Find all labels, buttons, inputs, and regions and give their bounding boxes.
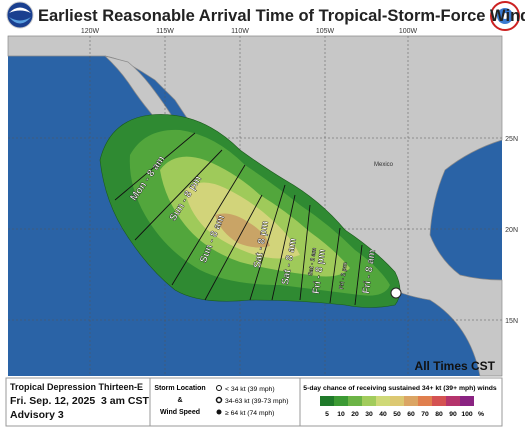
marker-icon [215, 396, 223, 404]
latitude-label: 20N [505, 227, 518, 234]
isochrones [114, 132, 363, 306]
nws-logo [490, 1, 520, 31]
scale-swatch [418, 396, 432, 406]
scale-swatch [404, 396, 418, 406]
wind-level-label: 34-63 kt (39-73 mph) [225, 398, 288, 405]
scale-title: 5-day chance of receiving sustained 34+ … [303, 385, 497, 392]
legend-title: & [177, 397, 182, 404]
latitude-label: 15N [505, 318, 518, 325]
scale-swatch [362, 396, 376, 406]
noaa-logo [6, 1, 34, 29]
scale-unit: % [478, 411, 484, 418]
longitude-label: 110W [231, 28, 249, 35]
scale-swatch [446, 396, 460, 406]
scale-label: 70 [421, 411, 429, 418]
marker-icon [216, 409, 222, 415]
advisory: Advisory 3 [10, 409, 64, 421]
legend-title: Wind Speed [160, 409, 200, 416]
scale-label: 20 [351, 411, 359, 418]
scale-label: 90 [449, 411, 457, 418]
storm-name: Tropical Depression Thirteen-E [10, 382, 143, 392]
arrival-time-label: Fri - 2 pm [339, 262, 349, 290]
scale-label: 50 [393, 411, 401, 418]
scale-label: 40 [379, 411, 387, 418]
scale-label: 100 [461, 411, 473, 418]
scale-swatch [320, 396, 334, 406]
wind-level-label: ≥ 64 kt (74 mph) [225, 410, 274, 417]
scale-label: 30 [365, 411, 373, 418]
country-label: Mexico [374, 162, 394, 168]
longitude-label: 115W [156, 28, 174, 35]
time-zone-note: All Times CST [415, 359, 496, 373]
storm-location [390, 287, 402, 299]
latitude-label: 25N [505, 136, 518, 143]
legend-title: Storm Location [154, 385, 205, 392]
scale-swatch [432, 396, 446, 406]
scale-swatch [390, 396, 404, 406]
scale-swatch [334, 396, 348, 406]
wind-level-label: < 34 kt (39 mph) [225, 386, 275, 393]
scale-label: 10 [337, 411, 345, 418]
scale-swatch [376, 396, 390, 406]
marker-icon [216, 385, 222, 391]
scale-swatch [348, 396, 362, 406]
longitude-label: 105W [316, 28, 335, 35]
scale-label: 5 [325, 411, 329, 418]
scale-label: 60 [407, 411, 415, 418]
title: Earliest Reasonable Arrival Time of Trop… [38, 7, 525, 25]
scale-swatch [460, 396, 474, 406]
footer: Tropical Depression Thirteen-E Fri. Sep.… [5, 377, 503, 427]
longitude-label: 100W [399, 28, 418, 35]
arrival-time-label: Sat - 2 am [308, 247, 318, 276]
scale-label: 80 [435, 411, 443, 418]
issued: Fri. Sep. 12, 2025 3 am CST [10, 395, 149, 407]
longitude-label: 120W [81, 28, 100, 35]
